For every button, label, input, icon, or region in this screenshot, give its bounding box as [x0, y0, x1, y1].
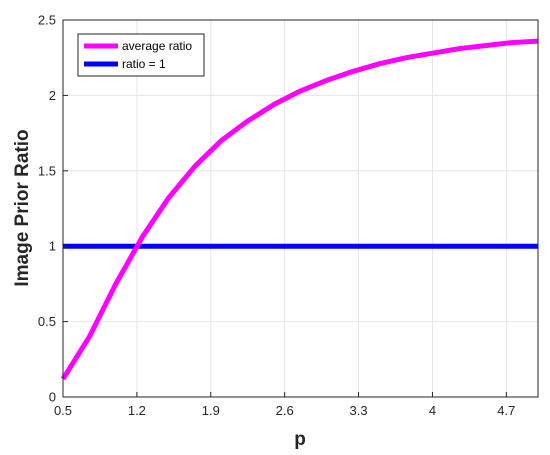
y-tick-label: 2.5	[38, 13, 56, 28]
x-tick-label: 1.2	[128, 403, 146, 418]
y-tick-label: 0.5	[38, 314, 56, 329]
y-tick-label: 1.5	[38, 163, 56, 178]
x-tick-label: 4	[429, 403, 436, 418]
series-line-average-ratio	[60, 38, 539, 381]
y-tick-label: 1	[49, 239, 56, 254]
x-tick-label: 4.7	[497, 403, 515, 418]
y-axis-ticks: 0 0.5 1 1.5 2 2.5	[38, 13, 68, 405]
legend-box	[77, 33, 205, 77]
x-tick-label: 2.6	[276, 403, 294, 418]
series-layer	[60, 38, 539, 381]
x-axis-title: p	[294, 429, 306, 450]
y-axis-title: Image Prior Ratio	[12, 129, 33, 286]
plot-background	[63, 20, 538, 397]
legend-label: ratio = 1	[122, 57, 166, 71]
x-tick-label: 3.3	[350, 403, 368, 418]
y-tick-label: 0	[49, 390, 56, 405]
legend: average ratio ratio = 1	[77, 33, 205, 77]
legend-label: average ratio	[122, 39, 192, 53]
y-tick-label: 2	[49, 88, 56, 103]
x-tick-label: 0.5	[54, 403, 72, 418]
plot-frame	[62, 19, 539, 398]
x-axis-ticks: 0.5 1.2 1.9 2.6 3.3 4 4.7	[54, 392, 515, 418]
x-tick-label: 1.9	[202, 403, 220, 418]
